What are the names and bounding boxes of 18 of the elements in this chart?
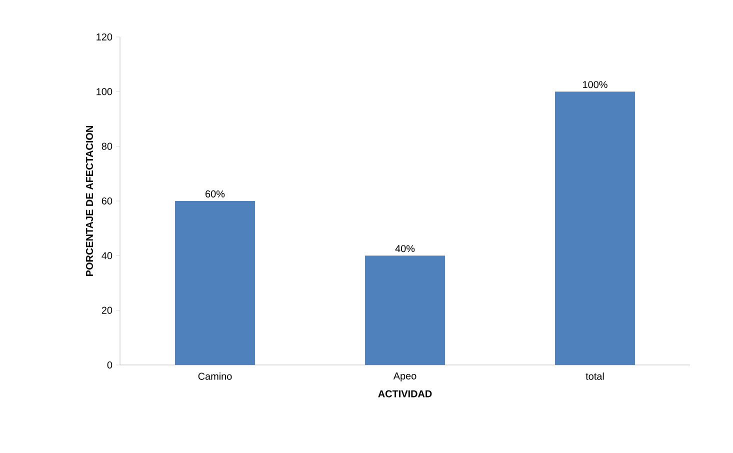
x-tick-label: Camino — [198, 372, 232, 380]
y-axis-title: PORCENTAJE DE AFECTACION — [86, 126, 94, 276]
x-axis-title: ACTIVIDAD — [378, 390, 432, 398]
data-label: 100% — [583, 81, 608, 88]
x-tick-label: Apeo — [393, 372, 416, 382]
y-tick-label: 60 — [102, 197, 112, 205]
y-tick-label: 120 — [96, 33, 112, 41]
y-tick-label: 100 — [96, 88, 112, 96]
y-tick-label: 40 — [102, 252, 112, 260]
bar — [175, 200, 256, 365]
data-label: 40% — [395, 245, 415, 252]
y-tick-label: 0 — [107, 361, 112, 369]
x-tick-label: total — [586, 372, 604, 380]
data-label: 60% — [206, 190, 225, 198]
y-tick-label: 20 — [102, 306, 112, 314]
bar — [555, 92, 636, 365]
y-tick-label: 80 — [102, 142, 112, 150]
bar — [365, 256, 446, 365]
